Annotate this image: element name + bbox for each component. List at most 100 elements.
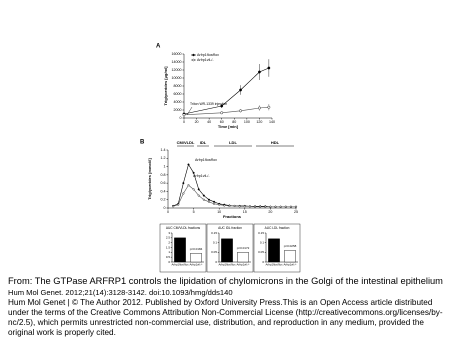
chart-title: AUC IDL fraction bbox=[218, 226, 242, 230]
caption-license: Hum Mol Genet | © The Author 2012. Publi… bbox=[8, 298, 443, 337]
x-tick-label: 25 bbox=[294, 210, 298, 214]
region-label: IDL bbox=[200, 140, 207, 145]
data-point bbox=[264, 205, 267, 208]
y-axis-label: Triglycerides [µg/ml] bbox=[163, 66, 168, 106]
bar bbox=[174, 237, 186, 263]
y-tick-label: 0.05 bbox=[258, 250, 264, 254]
y-tick-label: 12000 bbox=[172, 68, 182, 72]
panel-label: A bbox=[156, 44, 161, 50]
data-point bbox=[228, 204, 231, 207]
data-point bbox=[172, 205, 175, 208]
x-tick-label: 5 bbox=[193, 210, 195, 214]
x-tick-label: 120 bbox=[256, 120, 262, 124]
y-tick-label: 0.1 bbox=[260, 240, 265, 244]
annotation: Triton WR-1339 injection bbox=[190, 102, 227, 106]
chart-frame bbox=[206, 223, 254, 273]
y-axis-label: Triglycerides [mmol/l] bbox=[147, 158, 152, 200]
p-value: p=0.0258 bbox=[284, 244, 297, 248]
data-point bbox=[202, 194, 205, 197]
data-point bbox=[207, 198, 210, 201]
series-line bbox=[173, 184, 296, 208]
data-point bbox=[284, 205, 287, 208]
data-point bbox=[248, 205, 251, 208]
y-tick-label: 0.15 bbox=[211, 231, 217, 235]
data-point bbox=[243, 205, 246, 208]
x-tick-label: 0 bbox=[167, 210, 169, 214]
y-tick-label: 4000 bbox=[174, 100, 182, 104]
chart-title: AUC LDL fraction bbox=[265, 226, 290, 230]
y-tick-label: 6000 bbox=[174, 92, 182, 96]
y-tick-label: 1.4 bbox=[161, 148, 166, 152]
legend-label: Arfrp1vil-/- bbox=[193, 174, 210, 178]
y-tick-label: 0 bbox=[164, 206, 166, 210]
y-tick-label: 1.5 bbox=[166, 245, 171, 249]
y-tick-label: 0.05 bbox=[211, 250, 217, 254]
data-point bbox=[197, 188, 200, 191]
data-point bbox=[258, 106, 261, 110]
data-point bbox=[239, 88, 242, 92]
y-tick-label: 0.1 bbox=[213, 240, 218, 244]
x-tick-label: Arfrp1flox/flox bbox=[265, 263, 283, 267]
y-tick-label: 0.6 bbox=[161, 181, 166, 185]
x-tick-label: Arfrp1vil-/- bbox=[190, 263, 203, 267]
data-point bbox=[187, 184, 190, 187]
chart-frame bbox=[159, 223, 207, 273]
data-point bbox=[289, 205, 292, 208]
data-point bbox=[213, 200, 216, 203]
y-tick-label: 8000 bbox=[174, 84, 182, 88]
legend-label: Arfrp1flox/flox bbox=[195, 158, 217, 162]
x-tick-label: Arfrp1flox/flox bbox=[171, 263, 189, 267]
y-tick-label: 0.8 bbox=[161, 173, 166, 177]
region-label: CM/VLDL bbox=[177, 140, 195, 145]
chart-frame bbox=[253, 223, 301, 273]
y-tick-label: 0.2 bbox=[161, 198, 166, 202]
data-point bbox=[177, 203, 180, 206]
y-tick-label: 2 bbox=[168, 240, 170, 244]
y-tick-label: 0 bbox=[262, 260, 264, 264]
x-axis-label: Time [min] bbox=[218, 124, 239, 129]
y-tick-label: 1 bbox=[168, 250, 170, 254]
data-point bbox=[239, 109, 242, 113]
annotation-arrow bbox=[186, 106, 193, 116]
data-point bbox=[274, 205, 277, 208]
series-line bbox=[183, 67, 269, 115]
legend-marker bbox=[192, 53, 195, 57]
x-tick-label: 0 bbox=[183, 120, 185, 124]
y-tick-label: 0.5 bbox=[166, 255, 171, 259]
data-point bbox=[182, 182, 185, 185]
data-point bbox=[267, 66, 271, 70]
caption-from: From: The GTPase ARFRP1 controls the lip… bbox=[8, 276, 443, 286]
y-tick-label: 14000 bbox=[172, 60, 182, 64]
data-point bbox=[218, 203, 221, 206]
y-tick-label: 3 bbox=[168, 231, 170, 235]
bar bbox=[190, 253, 202, 263]
data-point bbox=[238, 205, 241, 208]
data-point bbox=[202, 198, 205, 201]
x-tick-label: 10 bbox=[217, 210, 221, 214]
chart-title: AUC CM/VLDL fractions bbox=[166, 226, 201, 230]
legend-label: Arfrp1flox/flox bbox=[197, 53, 219, 57]
data-point bbox=[254, 205, 257, 208]
y-tick-label: 0 bbox=[168, 260, 170, 264]
data-point bbox=[197, 194, 200, 197]
data-point bbox=[269, 205, 272, 208]
y-tick-label: 1.2 bbox=[161, 156, 166, 160]
x-axis-label: Fractions bbox=[223, 214, 242, 219]
y-tick-label: 2.5 bbox=[166, 236, 171, 240]
y-tick-label: 0.4 bbox=[161, 189, 166, 193]
x-tick-label: 100 bbox=[244, 120, 250, 124]
data-point bbox=[182, 113, 186, 117]
figure: A0 20 40 60 80 100 120 140020004000600080001000… bbox=[140, 44, 301, 273]
x-tick-label: Arfrp1flox/flox bbox=[218, 263, 236, 267]
data-point bbox=[213, 202, 216, 205]
data-point bbox=[279, 205, 282, 208]
data-point bbox=[220, 104, 224, 108]
x-tick-label: 20 bbox=[195, 120, 199, 124]
x-tick-label: 60 bbox=[220, 120, 224, 124]
data-point bbox=[220, 111, 224, 115]
x-tick-label: 140 bbox=[269, 120, 275, 124]
data-point bbox=[259, 205, 262, 208]
legend-marker bbox=[192, 58, 195, 62]
data-point bbox=[258, 70, 261, 74]
